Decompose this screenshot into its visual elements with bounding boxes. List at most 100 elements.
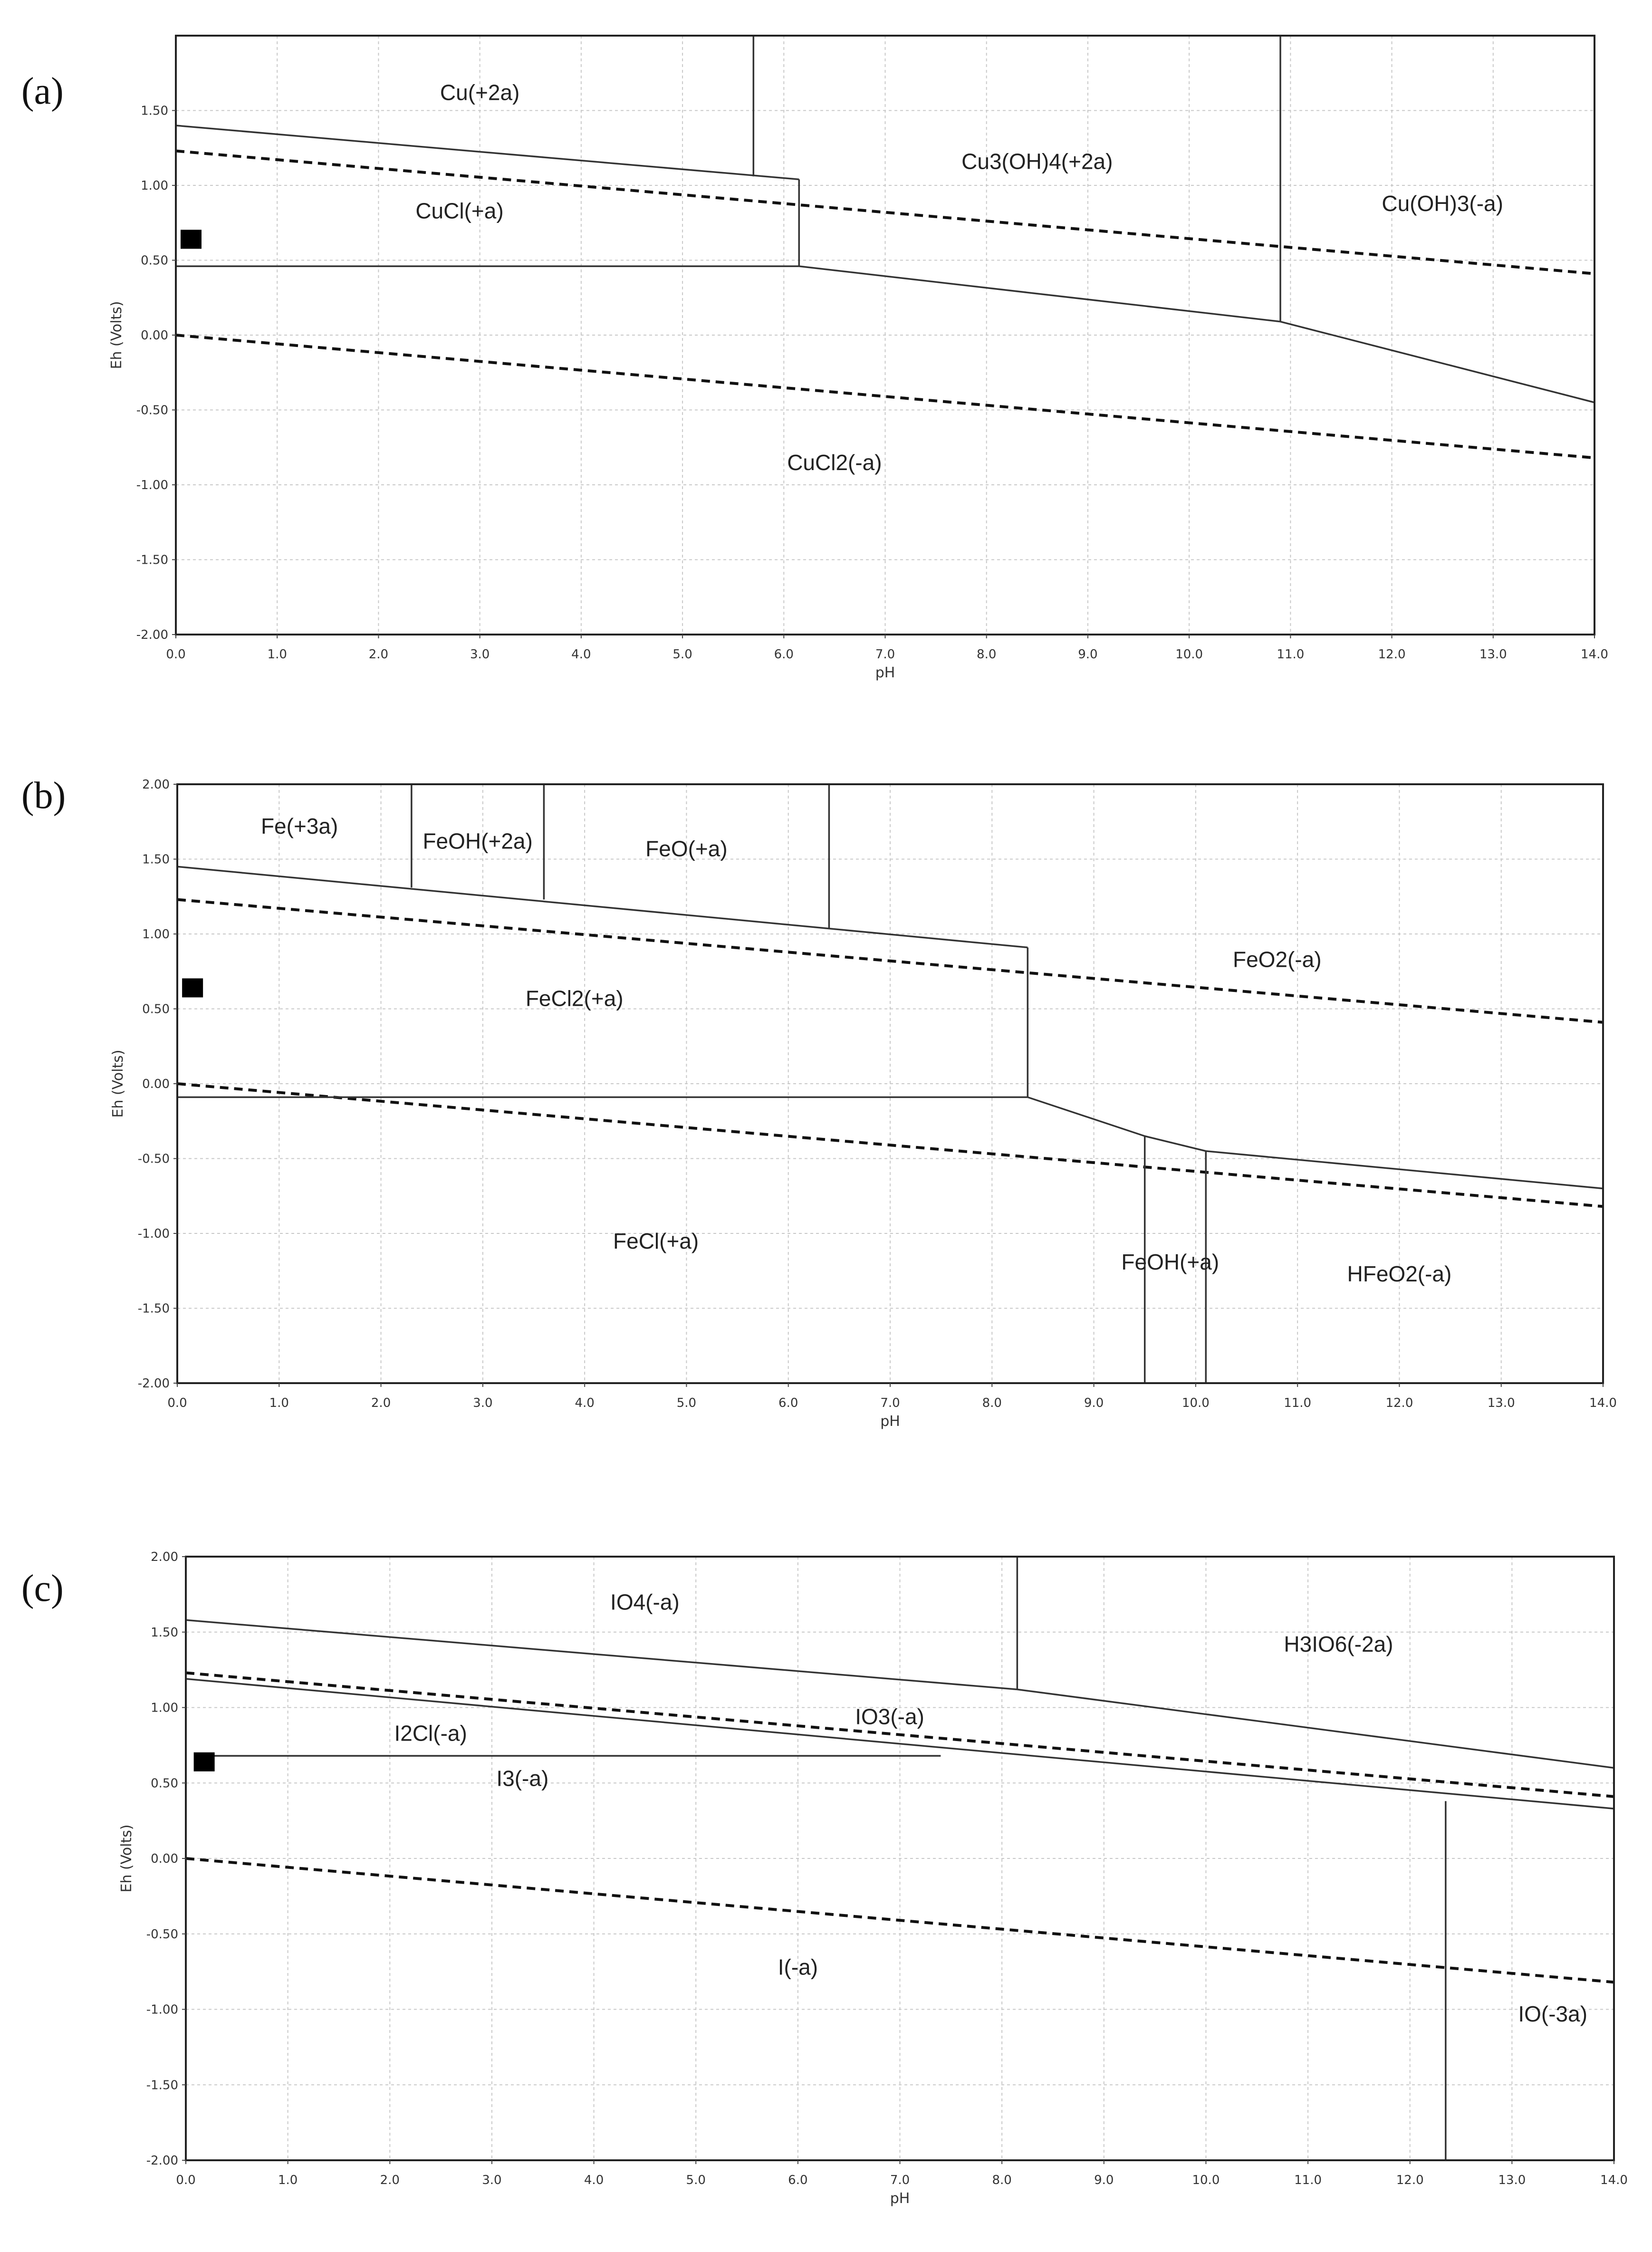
x-tick-label: 6.0 [788, 2173, 807, 2187]
y-tick-label: -1.50 [138, 1302, 170, 1316]
region-label: I2Cl(-a) [394, 1721, 467, 1745]
region-label: IO(-3a) [1518, 2002, 1587, 2026]
region-labels: Cu(+2a) Cu3(OH)4(+2a) Cu(OH)3(-a) CuCl(+a) C… [415, 80, 1503, 475]
y-tick-label: 1.50 [151, 1626, 178, 1640]
marker [182, 978, 203, 998]
x-tick-label: 9.0 [1078, 647, 1097, 662]
y-tick-label: -0.50 [138, 1152, 170, 1166]
x-tick-label: 12.0 [1378, 647, 1406, 662]
y-tick-label: 0.00 [141, 328, 168, 343]
region-label: H3IO6(-2a) [1284, 1632, 1393, 1656]
x-tick-label: 6.0 [774, 647, 794, 662]
x-tick-label: 0.0 [166, 647, 185, 662]
y-tick-label: -1.00 [146, 2003, 178, 2017]
grid [177, 784, 1603, 1383]
phase-boundary [185, 1678, 1614, 1809]
water-line [185, 1857, 1614, 1984]
x-tick-label: 2.0 [371, 1396, 391, 1410]
y-axis-title: Eh (Volts) [118, 1824, 135, 1892]
phase-boundary [799, 265, 1281, 323]
region-labels: IO4(-a) H3IO6(-2a) IO3(-a) I2Cl(-a) I3(-a) I(… [394, 1589, 1587, 2026]
y-axis-title: Eh (Volts) [108, 301, 125, 369]
x-tick-label: 13.0 [1479, 647, 1507, 662]
axis-ticks: 0.0 1.0 2.0 3.0 4.0 5.0 6.0 7.0 8.0 9.0 10.0 11.0 12… [136, 104, 1608, 662]
region-label: IO4(-a) [610, 1589, 680, 1614]
x-tick-label: 7.0 [880, 1396, 900, 1410]
x-tick-label: 7.0 [875, 647, 895, 662]
x-axis-title: pH [880, 1413, 900, 1430]
x-tick-label: 11.0 [1294, 2173, 1322, 2187]
panel-c: (c) 0.0 1.0 2.0 3.0 4.0 5.0 6.0 7.0 8.0 9.0 10.0 11… [21, 1550, 1628, 2207]
y-tick-label: 1.00 [151, 1701, 178, 1715]
y-tick-label: 0.50 [141, 254, 168, 268]
region-label: FeO(+a) [645, 836, 728, 861]
panel-label: (a) [21, 70, 64, 112]
y-tick-label: 0.50 [142, 1002, 170, 1017]
region-label: CuCl2(-a) [787, 450, 882, 475]
y-tick-label: 0.00 [151, 1852, 178, 1866]
x-tick-label: 9.0 [1084, 1396, 1104, 1410]
x-axis-title: pH [875, 664, 895, 681]
region-label: Cu(OH)3(-a) [1382, 191, 1503, 216]
water-line [185, 1671, 1614, 1798]
region-label: IO3(-a) [855, 1704, 924, 1729]
x-tick-label: 10.0 [1175, 647, 1203, 662]
region-labels: Fe(+3a) FeOH(+2a) FeO(+a) FeO2(-a) FeCl2(+a)… [261, 814, 1451, 1286]
x-tick-label: 2.0 [369, 647, 388, 662]
x-tick-label: 0.0 [176, 2173, 195, 2187]
y-tick-label: 2.00 [151, 1550, 178, 1564]
x-tick-label: 6.0 [778, 1396, 798, 1410]
water-line [177, 1082, 1604, 1208]
y-tick-label: -2.00 [138, 1376, 170, 1391]
grid [186, 1557, 1614, 2160]
region-label: Cu3(OH)4(+2a) [961, 149, 1113, 174]
axis-ticks: 0.0 1.0 2.0 3.0 4.0 5.0 6.0 7.0 8.0 9.0 10.0 11.0 12… [138, 778, 1617, 1410]
x-tick-label: 8.0 [992, 2173, 1011, 2187]
region-label: FeO2(-a) [1233, 947, 1322, 972]
x-tick-label: 5.0 [686, 2173, 706, 2187]
water-stability-lines [175, 149, 1595, 460]
region-label: Fe(+3a) [261, 814, 338, 838]
phase-boundary [1027, 1096, 1604, 1190]
x-tick-label: 1.0 [278, 2173, 298, 2187]
x-tick-label: 1.0 [268, 647, 287, 662]
x-tick-label: 14.0 [1589, 1396, 1617, 1410]
y-tick-label: -2.00 [146, 2154, 178, 2168]
marker [180, 230, 202, 249]
x-tick-label: 14.0 [1581, 647, 1608, 662]
x-tick-label: 5.0 [672, 647, 692, 662]
y-axis-title: Eh (Volts) [110, 1049, 126, 1117]
x-tick-label: 11.0 [1277, 647, 1304, 662]
region-label: FeCl2(+a) [526, 986, 624, 1011]
x-tick-label: 11.0 [1284, 1396, 1311, 1410]
x-axis-title: pH [890, 2190, 910, 2207]
x-tick-label: 13.0 [1488, 1396, 1515, 1410]
y-tick-label: 1.50 [142, 853, 170, 867]
x-tick-label: 7.0 [890, 2173, 910, 2187]
x-tick-label: 3.0 [473, 1396, 492, 1410]
y-tick-label: 1.00 [141, 179, 168, 193]
y-tick-label: 2.00 [142, 778, 170, 792]
phase-boundaries [185, 1557, 1614, 2160]
x-tick-label: 9.0 [1094, 2173, 1114, 2187]
panel-label: (b) [21, 775, 66, 817]
y-tick-label: -1.50 [146, 2078, 178, 2092]
phase-boundaries [175, 36, 1595, 404]
x-tick-label: 2.0 [380, 2173, 400, 2187]
water-line [175, 334, 1595, 460]
marker-square [182, 978, 203, 998]
grid [176, 36, 1594, 635]
x-tick-label: 10.0 [1182, 1396, 1210, 1410]
x-tick-label: 14.0 [1600, 2173, 1628, 2187]
region-label: Cu(+2a) [440, 80, 519, 105]
y-tick-label: -2.00 [136, 628, 168, 642]
x-tick-label: 0.0 [167, 1396, 187, 1410]
axis-ticks: 0.0 1.0 2.0 3.0 4.0 5.0 6.0 7.0 8.0 9.0 10.0 11.0 12… [146, 1550, 1628, 2187]
x-tick-label: 12.0 [1385, 1396, 1413, 1410]
x-tick-label: 12.0 [1396, 2173, 1424, 2187]
region-label: FeOH(+2a) [423, 829, 532, 854]
x-tick-label: 1.0 [269, 1396, 289, 1410]
y-tick-label: -0.50 [146, 1927, 178, 1942]
phase-boundary [175, 125, 799, 181]
